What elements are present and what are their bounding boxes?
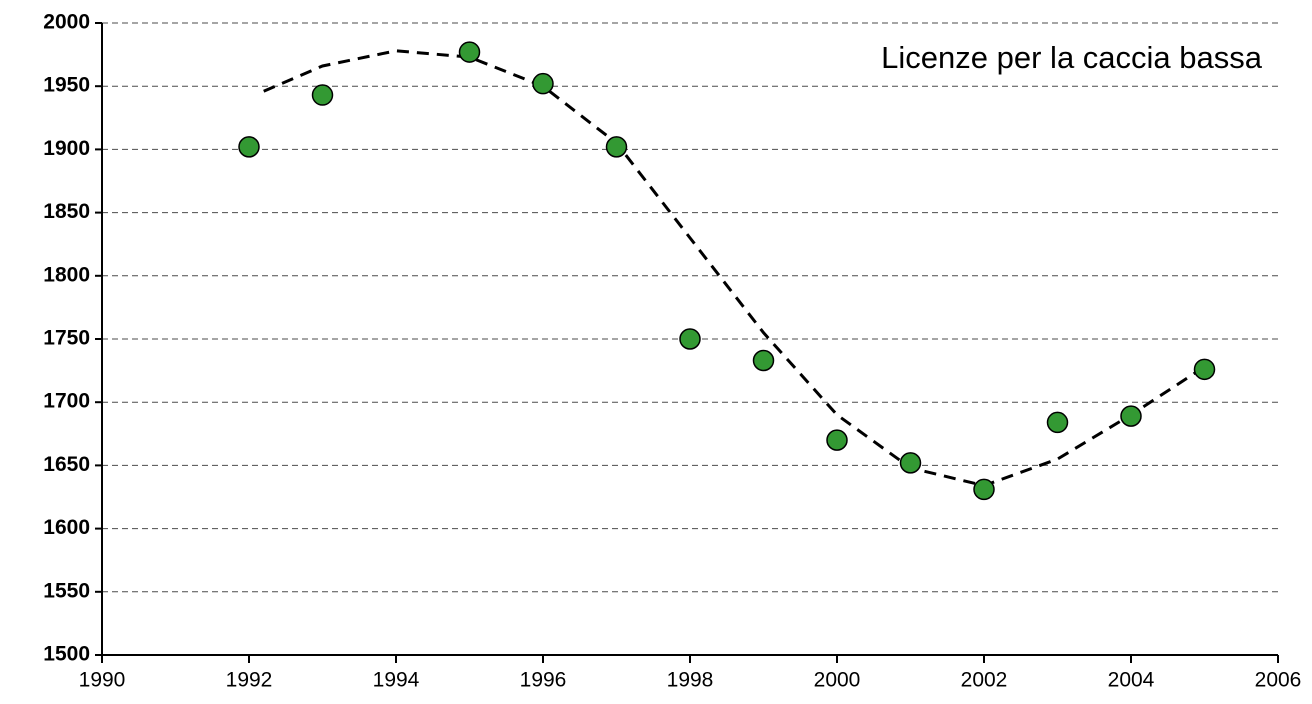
x-tick-label: 2004: [1108, 669, 1155, 692]
data-point: [605, 136, 628, 158]
trend-line: [263, 49, 1206, 488]
data-point: [532, 72, 554, 95]
x-tick-label: 1998: [667, 669, 714, 692]
x-tick-label: 1990: [79, 669, 126, 692]
data-point: [1193, 358, 1216, 381]
chart-title: Licenze per la caccia bassa: [881, 40, 1263, 75]
y-tick-label: 1700: [43, 390, 90, 413]
data-point: [311, 84, 334, 106]
data-point: [238, 136, 260, 158]
y-tick-label: 1850: [43, 200, 90, 223]
y-tick-label: 1900: [43, 137, 90, 160]
y-tick-label: 1950: [43, 74, 90, 97]
y-tick-label: 1600: [43, 516, 90, 539]
data-point: [679, 328, 701, 350]
data-point: [973, 478, 995, 501]
y-tick-label: 1750: [43, 327, 90, 350]
y-tick-label: 1550: [43, 579, 90, 602]
x-tick-label: 1992: [226, 669, 273, 692]
x-tick-label: 2000: [814, 669, 861, 692]
data-point: [899, 452, 922, 474]
y-tick-label: 1650: [43, 453, 90, 476]
x-tick-label: 2002: [961, 669, 1008, 692]
y-tick-label: 2000: [43, 11, 90, 34]
y-tick-label: 1500: [43, 643, 90, 666]
x-tick-label: 1994: [373, 669, 420, 692]
data-point: [1120, 405, 1142, 427]
data-point: [826, 429, 848, 451]
x-tick-label: 1996: [520, 669, 567, 692]
data-point: [1046, 411, 1069, 434]
x-tick-label: 2006: [1255, 669, 1302, 692]
y-tick-label: 1800: [43, 263, 90, 286]
data-point: [458, 41, 481, 63]
data-point: [752, 349, 775, 372]
